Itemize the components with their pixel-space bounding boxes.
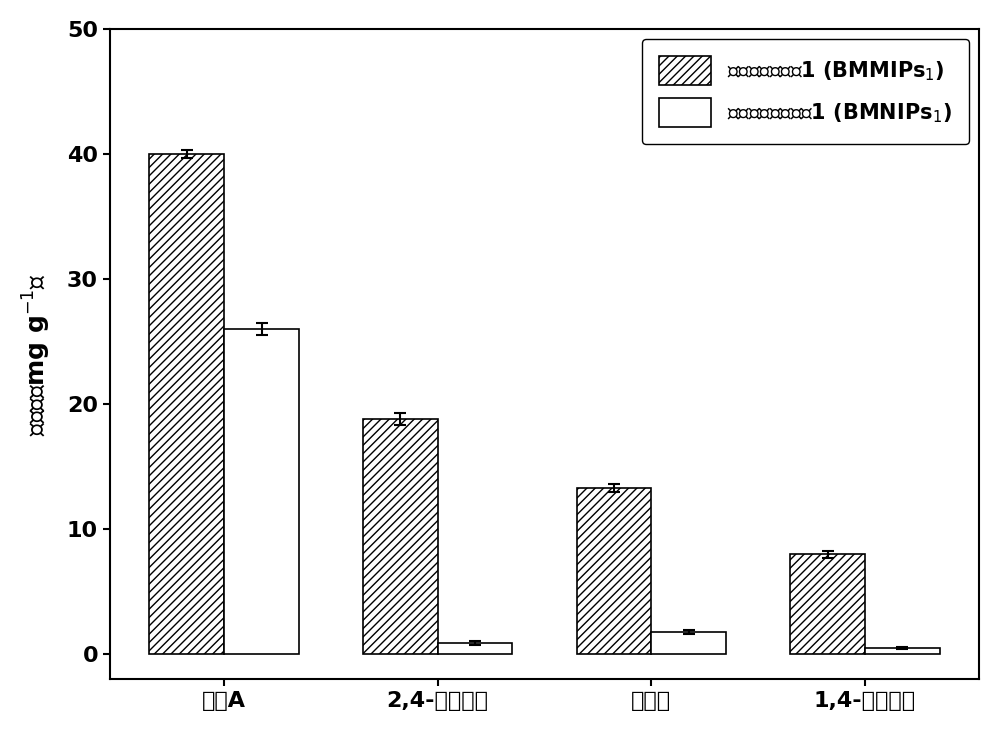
Bar	[438, 643, 512, 654]
Bar	[224, 329, 299, 654]
Y-axis label: 吸附量（mg g$^{-1}$）: 吸附量（mg g$^{-1}$）	[21, 272, 53, 436]
Bar	[865, 648, 940, 654]
Legend: 磁性印迹聚合切1 (BMMIPs$_1$), 非磁性印迹聚合切1 (BMNIPs$_1$): 磁性印迹聚合切1 (BMMIPs$_1$), 非磁性印迹聚合切1 (BMNIPs…	[642, 40, 969, 144]
Bar	[651, 632, 726, 654]
Bar	[149, 154, 224, 654]
Bar	[363, 419, 438, 654]
Bar	[577, 488, 651, 654]
Bar	[790, 554, 865, 654]
